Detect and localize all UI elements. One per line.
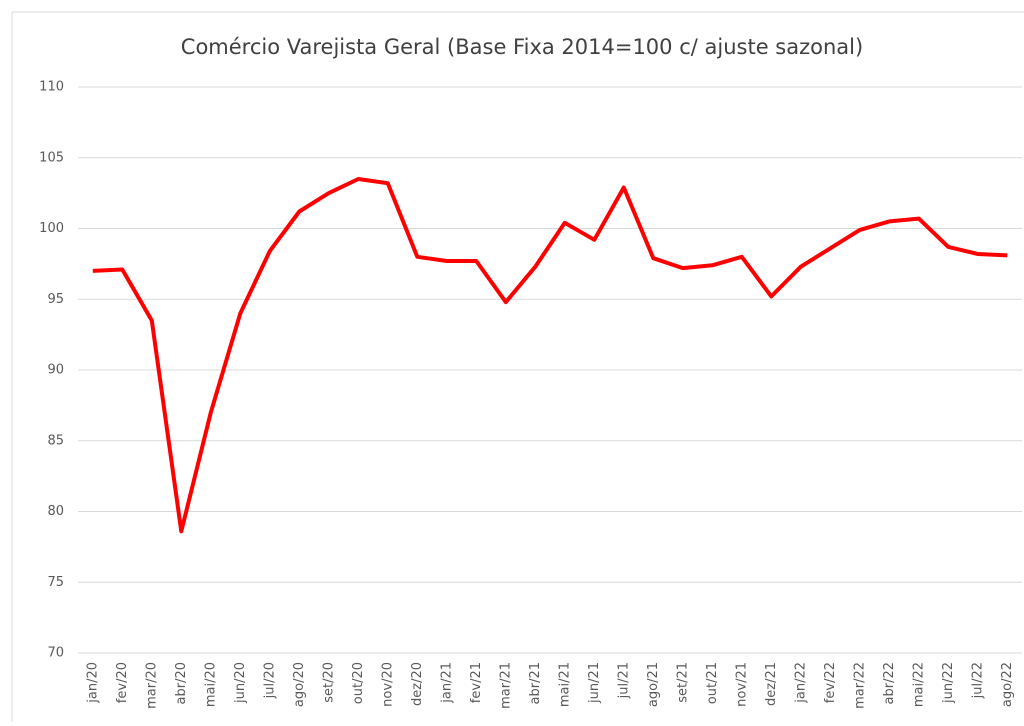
x-tick-label: nov/20 [380, 662, 395, 707]
x-tick-label: fev/22 [823, 662, 838, 703]
x-tick-label: jan/22 [793, 662, 808, 704]
x-tick-label: jul/21 [616, 662, 631, 699]
data-line [92, 177, 1008, 534]
x-tick-label: dez/20 [410, 662, 425, 706]
y-tick-label: 90 [47, 363, 64, 378]
x-tick-label: abr/22 [882, 662, 897, 705]
x-tick-label: abr/20 [174, 662, 189, 705]
x-tick-label: ago/21 [646, 662, 661, 707]
x-tick-label: nov/21 [734, 662, 749, 707]
y-tick-label: 105 [39, 150, 64, 165]
x-tick-label: mar/21 [498, 662, 513, 709]
y-tick-label: 70 [47, 646, 64, 661]
x-tick-label: ago/20 [292, 662, 307, 707]
x-tick-label: fev/21 [469, 662, 484, 703]
x-tick-label: fev/20 [115, 662, 130, 703]
chart-title: Comércio Varejista Geral (Base Fixa 2014… [181, 35, 863, 59]
x-tick-label: mar/20 [144, 662, 159, 709]
x-tick-label: mai/20 [203, 662, 218, 707]
x-tick-label: set/21 [675, 662, 690, 703]
x-tick-label: out/21 [705, 662, 720, 704]
x-tick-label: mai/21 [557, 662, 572, 707]
y-tick-label: 110 [39, 80, 64, 95]
x-tick-label: mar/22 [852, 662, 867, 709]
x-tick-label: jun/20 [233, 662, 248, 704]
x-tick-label: jun/22 [941, 662, 956, 704]
x-tick-label: mai/22 [911, 662, 926, 707]
x-tick-label: jan/20 [85, 662, 100, 704]
y-tick-label: 100 [39, 221, 64, 236]
y-tick-label: 85 [47, 433, 64, 448]
x-tick-label: ago/22 [1000, 662, 1015, 707]
x-tick-label: jul/22 [970, 662, 985, 699]
chart-border [11, 11, 1024, 726]
y-tick-label: 80 [47, 504, 64, 519]
x-tick-label: jan/21 [439, 662, 454, 704]
y-tick-label: 75 [47, 575, 64, 590]
x-tick-label: jul/20 [262, 662, 277, 699]
y-tick-label: 95 [47, 292, 64, 307]
x-tick-label: dez/21 [764, 662, 779, 706]
x-tick-label: abr/21 [528, 662, 543, 705]
x-tick-label: set/20 [321, 662, 336, 703]
x-tick-label: jun/21 [587, 662, 602, 704]
x-tick-label: out/20 [351, 662, 366, 704]
